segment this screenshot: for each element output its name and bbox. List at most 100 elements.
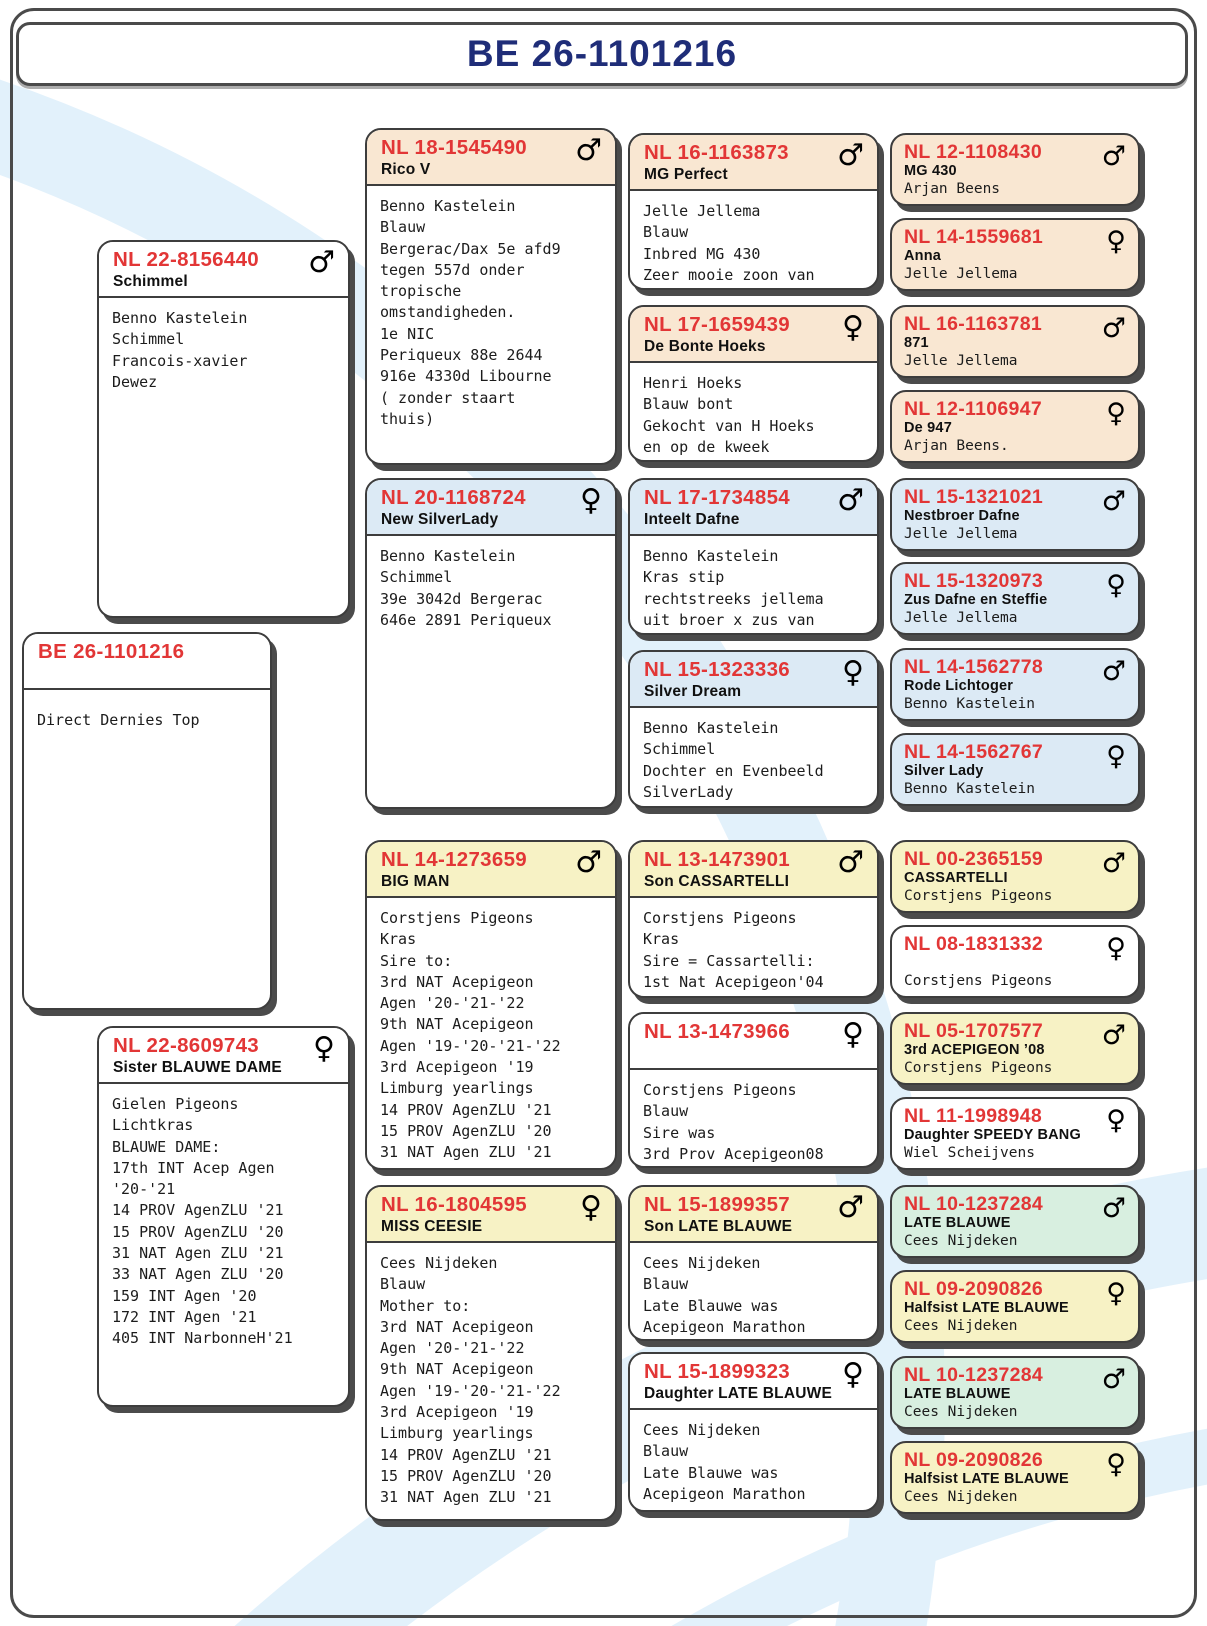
male-icon: ♂ <box>1101 141 1126 172</box>
pigeon-name: BIG MAN <box>381 872 450 890</box>
pigeon-details: Corstjens Pigeons Kras Sire = Cassartell… <box>643 909 824 991</box>
male-icon: ♂ <box>1101 848 1126 879</box>
ring-number: NL 09-2090826 <box>904 1449 1044 1471</box>
ring-number: NL 16-1163781 <box>904 313 1042 335</box>
pigeon-details: Corstjens Pigeons Blauw Sire was 3rd Pro… <box>643 1081 824 1163</box>
ring-number: NL 05-1707577 <box>904 1020 1044 1042</box>
pigeon-name: MISS CEESIE <box>381 1217 483 1235</box>
breeder-name: Jelle Jellema <box>904 353 1018 370</box>
card-rico-v: NL 18-1545490 Rico V ♂ Benno Kastelein B… <box>365 128 617 465</box>
title-box: BE 26-1101216 <box>16 22 1188 86</box>
ring-number: NL 12-1108430 <box>904 141 1042 163</box>
ring-number: NL 14-1559681 <box>904 226 1044 248</box>
card-nl13-1473966: NL 13-1473966 ♀ Corstjens Pigeons Blauw … <box>628 1012 879 1168</box>
pigeon-name: Silver Lady <box>904 763 984 780</box>
ring-number: BE 26-1101216 <box>38 640 185 663</box>
pigeon-name: Schimmel <box>113 272 188 290</box>
card-new-silverlady: NL 20-1168724 New SilverLady ♀ Benno Kas… <box>365 478 617 809</box>
card-son-late-blauwe: NL 15-1899357 Son LATE BLAUWE ♂ Cees Nij… <box>628 1185 879 1341</box>
pigeon-details: Benno Kastelein Schimmel Dochter en Even… <box>643 719 824 801</box>
pigeon-name: Zus Dafne en Steffie <box>904 592 1048 609</box>
card-miss-ceesie: NL 16-1804595 MISS CEESIE ♀ Cees Nijdeke… <box>365 1185 617 1521</box>
card-zus-dafne-en-steffie: ♀ NL 15-1320973 Zus Dafne en Steffie Jel… <box>890 562 1140 635</box>
pigeon-name <box>38 665 256 683</box>
female-icon: ♀ <box>580 483 602 518</box>
pigeon-details: Corstjens Pigeons Kras Sire to: 3rd NAT … <box>380 909 561 1162</box>
pigeon-name: De 947 <box>904 420 952 437</box>
male-icon: ♂ <box>575 133 602 168</box>
breeder-name: Jelle Jellema <box>904 526 1018 543</box>
pigeon-name: Daughter LATE BLAUWE <box>644 1384 832 1402</box>
card-header: NL 22-8609743 Sister BLAUWE DAME ♀ <box>99 1028 348 1084</box>
card-header: NL 13-1473966 ♀ <box>630 1014 877 1070</box>
card-nestbroer-dafne: ♂ NL 15-1321021 Nestbroer Dafne Jelle Je… <box>890 478 1140 551</box>
card-header: BE 26-1101216 <box>24 634 270 690</box>
ring-number: NL 17-1659439 <box>644 313 790 336</box>
pigeon-name <box>904 955 1126 972</box>
male-icon: ♂ <box>837 1190 864 1225</box>
card-daughter-speedy-bang: ♀ NL 11-1998948 Daughter SPEEDY BANG Wie… <box>890 1097 1140 1170</box>
female-icon: ♀ <box>842 310 864 345</box>
ring-number: NL 16-1804595 <box>381 1193 527 1216</box>
female-icon: ♀ <box>313 1031 335 1066</box>
pigeon-details: Direct Dernies Top <box>37 711 200 729</box>
pigeon-name: Rode Lichtoger <box>904 678 1014 695</box>
female-icon: ♀ <box>1106 570 1126 601</box>
card-inteelt-dafne: NL 17-1734854 Inteelt Dafne ♂ Benno Kast… <box>628 478 879 635</box>
male-icon: ♂ <box>308 245 335 280</box>
pigeon-name: Anna <box>904 248 942 265</box>
pigeon-name: LATE BLAUWE <box>904 1386 1011 1403</box>
pigeon-name: CASSARTELLI <box>904 870 1008 887</box>
male-icon: ♂ <box>837 483 864 518</box>
female-icon: ♀ <box>1106 741 1126 772</box>
breeder-name: Arjan Beens. <box>904 438 1009 455</box>
page-title: BE 26-1101216 <box>466 33 738 74</box>
pigeon-details: Jelle Jellema Blauw Inbred MG 430 Zeer m… <box>643 202 815 284</box>
male-icon: ♂ <box>1101 1020 1126 1051</box>
card-mg-perfect: NL 16-1163873 MG Perfect ♂ Jelle Jellema… <box>628 133 879 290</box>
pigeon-name: Silver Dream <box>644 682 742 700</box>
breeder-name: Jelle Jellema <box>904 610 1018 627</box>
card-cassartelli: ♂ NL 00-2365159 CASSARTELLI Corstjens Pi… <box>890 840 1140 913</box>
breeder-name: Wiel Scheijvens <box>904 1145 1035 1162</box>
ring-number: NL 14-1562767 <box>904 741 1044 763</box>
male-icon: ♂ <box>1101 486 1126 517</box>
card-subject-be26-1101216: BE 26-1101216 Direct Dernies Top <box>22 632 272 1010</box>
pigeon-name: Nestbroer Dafne <box>904 508 1020 525</box>
male-icon: ♂ <box>1101 1193 1126 1224</box>
female-icon: ♀ <box>1106 1278 1126 1309</box>
card-header: NL 15-1323336 Silver Dream ♀ <box>630 652 877 708</box>
female-icon: ♀ <box>1106 226 1126 257</box>
card-daughter-late-blauwe: NL 15-1899323 Daughter LATE BLAUWE ♀ Cee… <box>628 1352 879 1512</box>
card-son-cassartelli: NL 13-1473901 Son CASSARTELLI ♂ Corstjen… <box>628 840 879 998</box>
ring-number: NL 15-1899323 <box>644 1360 790 1383</box>
pigeon-name: 871 <box>904 335 929 352</box>
breeder-name: Cees Nijdeken <box>904 1318 1018 1335</box>
pigeon-name <box>644 1045 863 1063</box>
pigeon-details: Benno Kastelein Schimmel Francois-xavier… <box>112 309 248 391</box>
female-icon: ♀ <box>842 655 864 690</box>
ring-number: NL 11-1998948 <box>904 1105 1042 1127</box>
card-header: NL 17-1734854 Inteelt Dafne ♂ <box>630 480 877 536</box>
breeder-name: Cees Nijdeken <box>904 1489 1018 1506</box>
card-rode-lichtoger: ♂ NL 14-1562778 Rode Lichtoger Benno Kas… <box>890 648 1140 721</box>
pigeon-name: MG 430 <box>904 163 957 180</box>
pigeon-name: Rico V <box>381 160 431 178</box>
female-icon: ♀ <box>1106 398 1126 429</box>
ring-number: NL 14-1562778 <box>904 656 1044 678</box>
pigeon-details: Cees Nijdeken Blauw Late Blauwe was Acep… <box>643 1421 806 1503</box>
card-header: NL 15-1899323 Daughter LATE BLAUWE ♀ <box>630 1354 877 1410</box>
male-icon: ♂ <box>837 845 864 880</box>
pigeon-name: Inteelt Dafne <box>644 510 740 528</box>
ring-number: NL 00-2365159 <box>904 848 1044 870</box>
pigeon-details: Cees Nijdeken Blauw Late Blauwe was Acep… <box>643 1254 806 1336</box>
breeder-name: Corstjens Pigeons <box>904 888 1053 905</box>
female-icon: ♀ <box>1106 1105 1126 1136</box>
card-big-man: NL 14-1273659 BIG MAN ♂ Corstjens Pigeon… <box>365 840 617 1170</box>
card-header: NL 14-1273659 BIG MAN ♂ <box>367 842 615 898</box>
ring-number: NL 10-1237284 <box>904 1193 1044 1215</box>
card-3rd-acepigeon-08: ♂ NL 05-1707577 3rd ACEPIGEON ’08 Corstj… <box>890 1012 1140 1085</box>
pigeon-name: New SilverLady <box>381 510 499 528</box>
breeder-name: Corstjens Pigeons <box>904 973 1053 990</box>
female-icon: ♀ <box>842 1357 864 1392</box>
